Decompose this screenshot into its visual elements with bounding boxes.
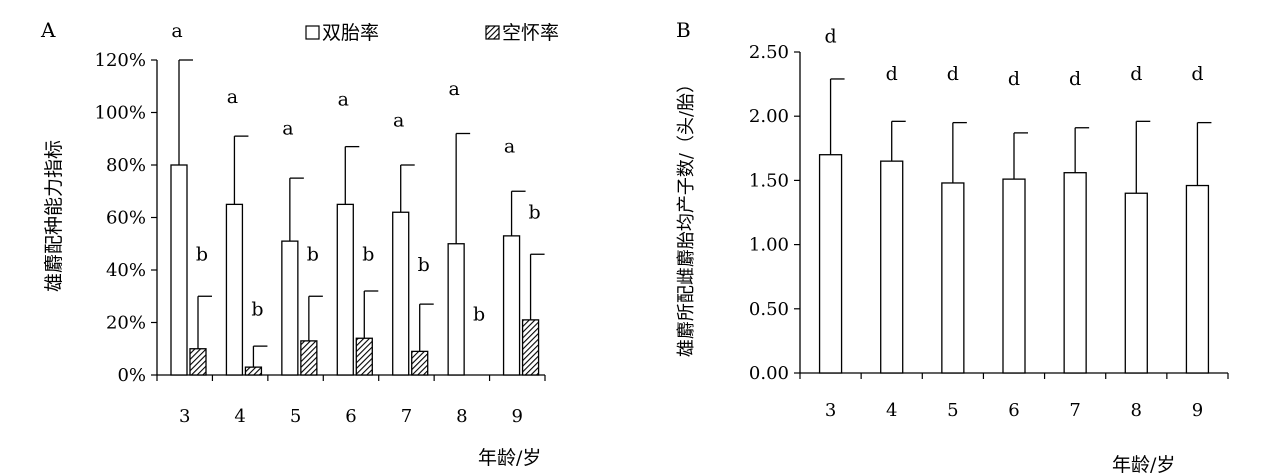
panel-b-x-tick-label: 7 — [1069, 400, 1080, 421]
panel-a-significance-letter: a — [338, 88, 349, 110]
panel-b-bars: d d d d d d d — [818, 26, 1212, 374]
panel-a-bar-twin-rate — [392, 211, 410, 376]
panel-b-y-tick-label: 1.50 — [749, 170, 789, 191]
panel-a-bar-empty-rate — [521, 319, 540, 376]
panel-b-bar — [880, 160, 904, 374]
panel-a-bar-empty-rate — [355, 337, 373, 376]
panel-a-bar-twin-rate — [502, 235, 521, 376]
panel-a-bars: a b a b a b a b a b a b a b — [170, 20, 545, 376]
panel-b-bar — [1185, 184, 1210, 374]
panel-a-y-tick-label: 40% — [106, 260, 146, 281]
panel-a-y-tick-label: 100% — [95, 103, 146, 124]
panel-b-y-axis-title-text: 雄麝所配雌麝胎均产子数/（头/胎） — [676, 75, 697, 357]
panel-a-bar-twin-rate — [225, 203, 244, 376]
panel-b-significance-letter: d — [1008, 68, 1020, 90]
panel-a-x-tick-label: 9 — [512, 406, 523, 427]
panel-a-bar-twin-rate — [336, 203, 354, 376]
panel-a-x-tick-label: 3 — [179, 406, 190, 427]
panel-a-x-tick-label: 8 — [456, 406, 467, 427]
panel-b-significance-letter: d — [1191, 63, 1203, 85]
panel-a-bar-twin-rate — [447, 243, 465, 376]
panel-b-bar — [941, 182, 965, 374]
panel-a-y-tick-label: 120% — [95, 50, 146, 71]
panel-a-significance-letter: b — [307, 243, 319, 265]
panel-a-x-tick-label: 5 — [290, 406, 301, 427]
panel-b-bar — [1124, 192, 1148, 374]
panel-a-significance-letter: a — [282, 117, 293, 139]
panel-a-label: A — [40, 18, 56, 42]
panel-b-significance-letter: d — [1069, 68, 1081, 90]
panel-a-bar-empty-rate — [189, 348, 207, 376]
panel-b: B 雄麝所配雌麝胎均产子数/（头/胎） 年龄/岁 0.00 0.50 1.00 1.5… — [676, 18, 1229, 473]
panel-a-significance-letter: b — [528, 201, 540, 223]
panel-a-y-tick-label: 80% — [106, 155, 146, 176]
panel-a: A 雄麝配种能力指标 年龄/岁 双胎率 空怀率 0% 20% 40% 60% 80% 10… — [40, 18, 559, 469]
panel-a-y-tick-label: 20% — [106, 313, 146, 334]
panel-a-y-tick-label: 60% — [106, 208, 146, 229]
panel-a-bar-empty-rate — [300, 340, 318, 376]
panel-a-bar-twin-rate — [281, 240, 299, 376]
panel-b-bar — [818, 154, 843, 374]
panel-a-significance-letter: a — [227, 86, 238, 108]
panel-b-x-axis-title: 年龄/岁 — [1112, 454, 1175, 473]
panel-a-y-tick-label: 0% — [117, 365, 146, 386]
panel-b-significance-letter: d — [824, 26, 836, 48]
panel-a-significance-letter: b — [251, 298, 263, 320]
panel-b-y-tick-label: 2.50 — [749, 42, 789, 63]
panel-b-y-tick-label: 1.00 — [749, 235, 789, 256]
panel-a-significance-letter: b — [473, 304, 485, 326]
panel-a-legend: 双胎率 空怀率 — [305, 22, 559, 44]
panel-a-bar-empty-rate — [411, 350, 429, 376]
panel-a-y-axis-title: 雄麝配种能力指标 — [43, 140, 65, 292]
panel-b-y-axis-title: 雄麝所配雌麝胎均产子数/（头/胎） — [676, 75, 697, 357]
panel-b-significance-letter: d — [886, 63, 898, 85]
panel-b-y-tick-label: 0.50 — [749, 299, 789, 320]
panel-a-significance-letter: b — [362, 243, 374, 265]
panel-a-significance-letter: a — [504, 136, 515, 158]
panel-b-label: B — [676, 18, 691, 42]
panel-a-bar-twin-rate — [170, 164, 188, 376]
panel-a-x-tick-label: 4 — [234, 406, 245, 427]
panel-b-x-tick-label: 3 — [825, 400, 836, 421]
panel-a-bar-empty-rate — [244, 366, 263, 376]
panel-a-significance-letter: b — [196, 243, 208, 265]
panel-b-significance-letter: d — [947, 63, 959, 85]
panel-a-significance-letter: a — [171, 20, 182, 42]
panel-b-axes: 0.00 0.50 1.00 1.50 2.00 2.50 3 4 5 6 7 8 9 — [749, 42, 1229, 421]
panel-b-x-tick-label: 6 — [1008, 400, 1019, 421]
legend-label-empty-rate: 空怀率 — [502, 22, 559, 44]
panel-b-x-tick-label: 9 — [1192, 400, 1203, 421]
panel-b-x-tick-label: 5 — [947, 400, 958, 421]
panel-b-y-tick-label: 0.00 — [749, 363, 789, 384]
panel-a-significance-letter: a — [448, 78, 459, 100]
panel-b-bar — [1002, 178, 1026, 374]
panel-a-significance-letter: b — [418, 254, 430, 276]
panel-b-x-tick-label: 8 — [1131, 400, 1142, 421]
panel-b-y-tick-label: 2.00 — [749, 106, 789, 127]
legend-label-twin-rate: 双胎率 — [322, 22, 379, 44]
panel-a-x-tick-label: 7 — [401, 406, 412, 427]
panel-a-x-axis-title: 年龄/岁 — [478, 447, 541, 469]
panel-b-x-tick-label: 4 — [886, 400, 897, 421]
panel-a-significance-letter: a — [393, 109, 404, 131]
panel-a-axes: 0% 20% 40% 60% 80% 100% 120% 3 4 5 6 7 8 9 — [95, 50, 546, 427]
legend-swatch-twin-rate — [305, 25, 320, 40]
panel-b-bar — [1063, 172, 1087, 374]
panel-a-x-tick-label: 6 — [345, 406, 356, 427]
panel-b-significance-letter: d — [1130, 63, 1142, 85]
legend-swatch-empty-rate — [485, 25, 500, 40]
